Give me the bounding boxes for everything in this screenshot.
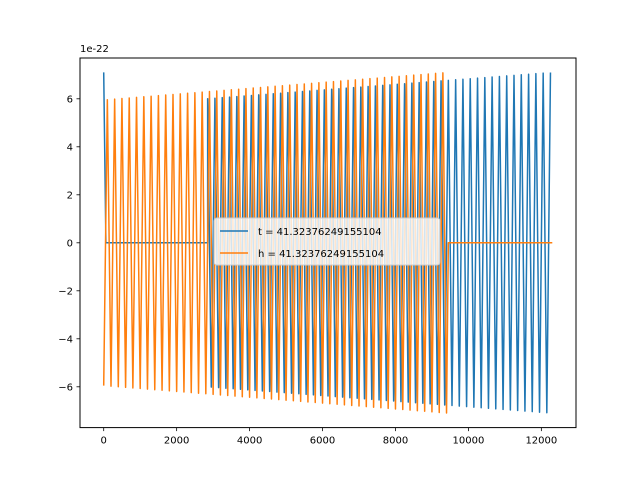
legend: t = 41.32376249155104 h = 41.32376249155… <box>213 217 441 266</box>
legend-box <box>213 217 441 266</box>
series-line-1 <box>102 72 553 414</box>
x-tick-label: 0 <box>101 436 107 447</box>
x-tick-label: 10000 <box>453 436 485 447</box>
x-tick-label: 4000 <box>237 436 262 447</box>
legend-label-h: h = 41.32376249155104 <box>258 249 384 260</box>
y-tick-label: −2 <box>58 286 73 297</box>
y-offset-text: 1e-22 <box>80 44 109 55</box>
x-tick-label: 8000 <box>383 436 408 447</box>
y-tick-label: 6 <box>67 94 73 105</box>
x-axis: 0 2000 4000 6000 8000 10000 12000 <box>101 427 557 447</box>
y-tick-label: 0 <box>67 238 73 249</box>
x-tick-label: 12000 <box>525 436 557 447</box>
x-tick-label: 6000 <box>310 436 335 447</box>
y-tick-label: 4 <box>67 142 73 153</box>
y-tick-label: 2 <box>67 190 73 201</box>
y-tick-label: −4 <box>58 334 73 345</box>
x-tick-label: 2000 <box>164 436 189 447</box>
y-axis: −6 −4 −2 0 2 4 6 <box>58 94 80 393</box>
y-tick-label: −6 <box>58 382 73 393</box>
legend-label-t: t = 41.32376249155104 <box>258 227 382 238</box>
